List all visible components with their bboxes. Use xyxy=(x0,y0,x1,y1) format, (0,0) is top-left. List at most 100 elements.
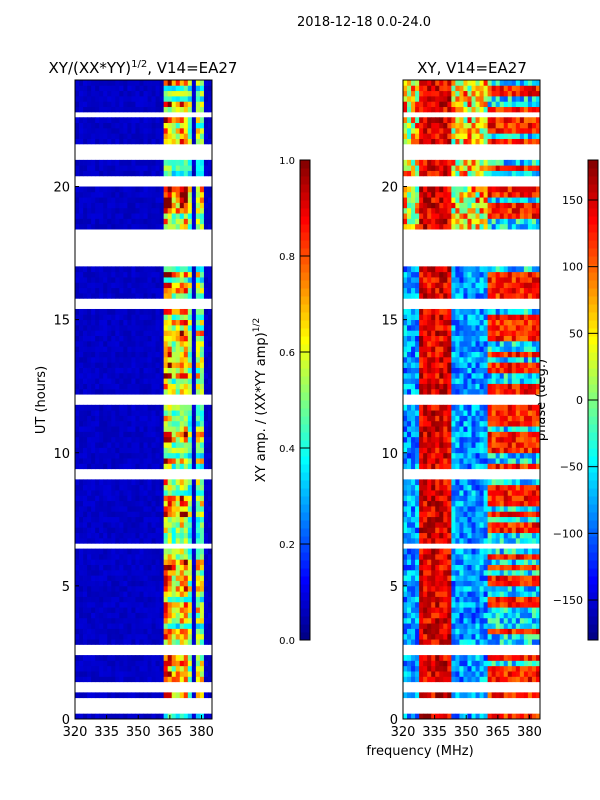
panel1-cell xyxy=(143,495,148,502)
panel1-cell xyxy=(143,458,148,464)
panel1-cell xyxy=(151,436,156,443)
panel2-cell xyxy=(475,500,480,507)
panel1-cell xyxy=(163,692,169,699)
panel2-cell xyxy=(451,484,456,491)
panel1-cell xyxy=(171,159,177,166)
panel2-cell xyxy=(499,601,505,608)
panel2-cell xyxy=(459,569,464,576)
panel1-cell xyxy=(83,495,88,502)
panel1-cell xyxy=(147,372,152,379)
panel1-cell xyxy=(87,537,92,544)
panel1-cell xyxy=(79,548,84,555)
panel2-cell xyxy=(459,633,464,640)
panel2-cell xyxy=(519,559,525,565)
panel1-cell xyxy=(111,623,116,629)
panel1-cell xyxy=(195,85,201,92)
panel1-cell xyxy=(135,415,140,422)
panel1-cell xyxy=(159,95,165,102)
panel2-cell xyxy=(459,655,464,661)
panel1-cell xyxy=(123,324,128,331)
panel1-cell xyxy=(115,511,120,518)
panel2-cell xyxy=(447,591,452,597)
panel1-cell xyxy=(123,521,128,528)
panel1-cell xyxy=(191,415,197,422)
panel1-cell xyxy=(207,138,213,145)
panel1-cell xyxy=(75,351,80,358)
panel1-cell xyxy=(187,85,193,92)
panel1-cell xyxy=(191,213,197,219)
panel2-cell xyxy=(499,511,505,518)
panel2-cell xyxy=(483,506,489,512)
panel2-cell xyxy=(439,527,444,534)
panel1-cell xyxy=(91,463,96,470)
panel1-cell xyxy=(191,692,197,699)
panel1-cell xyxy=(167,458,173,464)
panel1-cell xyxy=(123,410,128,416)
panel2-cell xyxy=(407,591,412,597)
panel1-cell xyxy=(183,564,189,571)
panel1-cell xyxy=(155,266,161,273)
panel2-cell xyxy=(443,639,448,645)
panel1-cell xyxy=(167,282,173,289)
panel1-cell xyxy=(119,623,124,629)
panel1-cell xyxy=(179,671,185,677)
panel1-cell xyxy=(207,356,213,363)
panel1-cell xyxy=(75,223,80,230)
panel1-cell xyxy=(79,293,84,299)
panel2-cell xyxy=(495,479,501,486)
panel2-cell xyxy=(511,495,517,502)
panel1-cell xyxy=(163,458,169,464)
panel1-cell xyxy=(91,633,96,640)
panel1-cell xyxy=(183,282,189,289)
panel2-cell xyxy=(487,415,493,422)
panel2-cell xyxy=(427,506,432,512)
panel1-cell xyxy=(163,293,169,299)
panel1-cell xyxy=(107,356,112,363)
panel1-cell xyxy=(95,527,100,534)
panel1-cell xyxy=(171,197,177,203)
panel1-cell xyxy=(179,197,185,203)
panel2-cell xyxy=(411,575,416,581)
panel2-cell xyxy=(455,585,460,592)
panel1-cell xyxy=(143,106,148,113)
panel2-cell xyxy=(511,569,517,576)
panel2-cell xyxy=(427,553,432,560)
panel1-cell xyxy=(83,138,88,145)
panel1-cell xyxy=(175,159,181,166)
panel2-cell xyxy=(467,452,472,459)
panel2-cell xyxy=(507,617,513,624)
panel2-cell xyxy=(475,580,480,587)
panel1-cell xyxy=(135,617,140,624)
panel2-cell xyxy=(423,692,428,699)
panel1-cell xyxy=(87,133,92,139)
panel1-cell xyxy=(123,165,128,171)
panel1-cell xyxy=(107,532,112,539)
panel1-cell xyxy=(75,404,80,411)
panel1-cell xyxy=(191,197,197,203)
panel2-cell xyxy=(403,458,408,464)
panel1-cell xyxy=(175,127,181,134)
panel1-cell xyxy=(163,431,169,438)
panel1-cell xyxy=(159,277,165,283)
panel1-cell xyxy=(155,165,161,171)
panel2-cell xyxy=(455,410,460,416)
panel1-cell xyxy=(87,516,92,523)
panel1-cell xyxy=(159,351,165,358)
panel1-cell xyxy=(163,580,169,587)
panel1-cell xyxy=(135,372,140,379)
panel1-cell xyxy=(123,431,128,438)
panel1-cell xyxy=(183,436,189,443)
panel2-cell xyxy=(431,452,436,459)
panel1-cell xyxy=(175,138,181,145)
panel1-cell xyxy=(75,447,80,454)
panel1-ytick-label: 15 xyxy=(53,314,70,329)
panel1-cell xyxy=(107,277,112,283)
panel1-cell xyxy=(95,484,100,491)
panel2-cell xyxy=(455,607,460,613)
panel1-cell xyxy=(187,415,193,422)
panel1-cell xyxy=(175,122,181,129)
panel1-cell xyxy=(163,665,169,672)
panel1-cell xyxy=(99,612,104,619)
panel1-cell xyxy=(203,415,209,422)
panel2-cell xyxy=(411,415,416,422)
